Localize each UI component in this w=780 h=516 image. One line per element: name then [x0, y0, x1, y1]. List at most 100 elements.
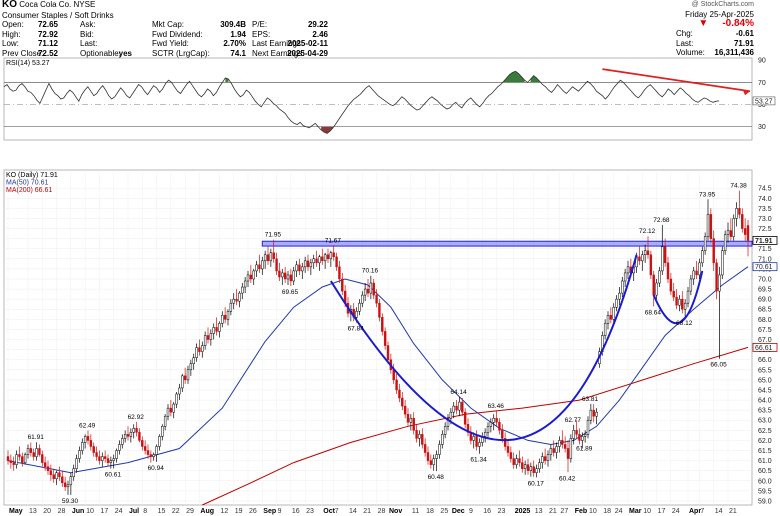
- candle-body: [603, 323, 607, 336]
- candle-body: [221, 315, 224, 324]
- candle: [678, 295, 681, 312]
- candle-body: [106, 458, 110, 463]
- candle: [329, 250, 333, 267]
- candle: [698, 258, 701, 279]
- price-tick-label: 59.5: [758, 488, 772, 495]
- candle-body: [458, 401, 461, 411]
- candle: [706, 199, 710, 241]
- exchange: NYSE: [73, 0, 96, 9]
- candle-body: [78, 450, 81, 459]
- candle-body: [546, 454, 550, 461]
- candle: [312, 254, 315, 269]
- col2-label-1: Bid:: [80, 29, 94, 39]
- candle: [586, 416, 590, 439]
- candle: [161, 424, 164, 441]
- candle: [398, 383, 401, 403]
- candle: [441, 430, 444, 449]
- candle: [266, 246, 270, 265]
- candle: [86, 430, 90, 445]
- candle-body: [232, 298, 235, 304]
- watermark: @ StockCharts.com: [691, 1, 754, 8]
- candle-body: [58, 472, 61, 477]
- candle-body: [301, 266, 304, 272]
- candle-body: [595, 411, 598, 417]
- candle-body: [186, 369, 190, 381]
- candle-body: [55, 472, 58, 480]
- candle-body: [306, 260, 310, 268]
- candle-body: [203, 335, 207, 346]
- candle-body: [146, 450, 150, 455]
- candle: [326, 248, 330, 263]
- candle-body: [215, 327, 218, 332]
- candle: [138, 428, 141, 443]
- candle-body: [523, 464, 527, 469]
- candle-body: [21, 456, 24, 463]
- candle: [578, 428, 581, 445]
- candle: [463, 408, 467, 429]
- candle-body: [303, 260, 307, 268]
- candle: [323, 252, 327, 269]
- candle-body: [521, 462, 524, 469]
- candle: [641, 250, 644, 271]
- candle-body: [449, 411, 453, 419]
- candle: [455, 400, 458, 415]
- candle-body: [129, 432, 133, 437]
- candle: [718, 266, 721, 359]
- price-annotation: 64.14: [450, 389, 467, 396]
- candle: [209, 329, 213, 346]
- candle-body: [183, 375, 187, 381]
- candle-body: [309, 262, 313, 268]
- candle-body: [135, 428, 138, 433]
- candle: [121, 434, 124, 449]
- candle-body: [475, 436, 478, 447]
- price-tick-label: 69.5: [758, 287, 772, 294]
- candle-body: [575, 430, 578, 435]
- candle-body: [686, 290, 690, 304]
- candle-body: [621, 280, 624, 294]
- price-tick-label: 69.0: [758, 297, 772, 304]
- rsi-panel: RSI(14) 53.27 30 50 70 90 53.27: [3, 57, 776, 141]
- month-label: Jun: [72, 508, 84, 515]
- candle: [549, 444, 553, 461]
- candle-body: [378, 302, 381, 318]
- candle-body: [229, 302, 233, 312]
- candle-body: [692, 270, 695, 280]
- candle: [332, 245, 335, 261]
- candle: [163, 414, 167, 431]
- candle: [401, 391, 404, 411]
- candle: [395, 373, 398, 395]
- candle-body: [718, 274, 721, 292]
- candle-body: [701, 250, 704, 264]
- candle: [338, 260, 341, 284]
- candle-body: [75, 458, 78, 469]
- day-label: 19: [235, 508, 243, 515]
- day-label: 7: [700, 508, 704, 515]
- x-axis: May 13 20 28 Jun 10 17 24 Jul 8 15 22 29 Aug 12 19 26 Sep…: [9, 508, 737, 515]
- day-label: 21: [549, 508, 557, 515]
- candle-body: [581, 436, 584, 441]
- candle: [658, 266, 661, 288]
- candle: [26, 444, 30, 459]
- candle-body: [506, 446, 510, 453]
- price-tick-label: 61.5: [758, 448, 772, 455]
- price-tick-label: 67.5: [758, 327, 772, 334]
- price-annotation: 60.48: [428, 474, 445, 481]
- candle-body: [735, 208, 738, 219]
- candle: [258, 254, 261, 273]
- candle: [732, 214, 735, 241]
- candle: [103, 450, 107, 463]
- col5-label-2: Volume:: [676, 48, 705, 57]
- candle-body: [172, 403, 175, 413]
- candle-body: [738, 208, 741, 215]
- candle: [615, 295, 618, 312]
- candle-body: [723, 234, 727, 251]
- col3-label-0: Mkt Cap:: [152, 20, 185, 29]
- candle: [306, 254, 310, 271]
- candle-body: [609, 315, 613, 320]
- candle: [223, 307, 227, 324]
- candle: [609, 307, 613, 324]
- candle-body: [675, 296, 678, 306]
- candle-body: [318, 256, 321, 264]
- candle-body: [561, 440, 564, 445]
- candle: [726, 222, 730, 243]
